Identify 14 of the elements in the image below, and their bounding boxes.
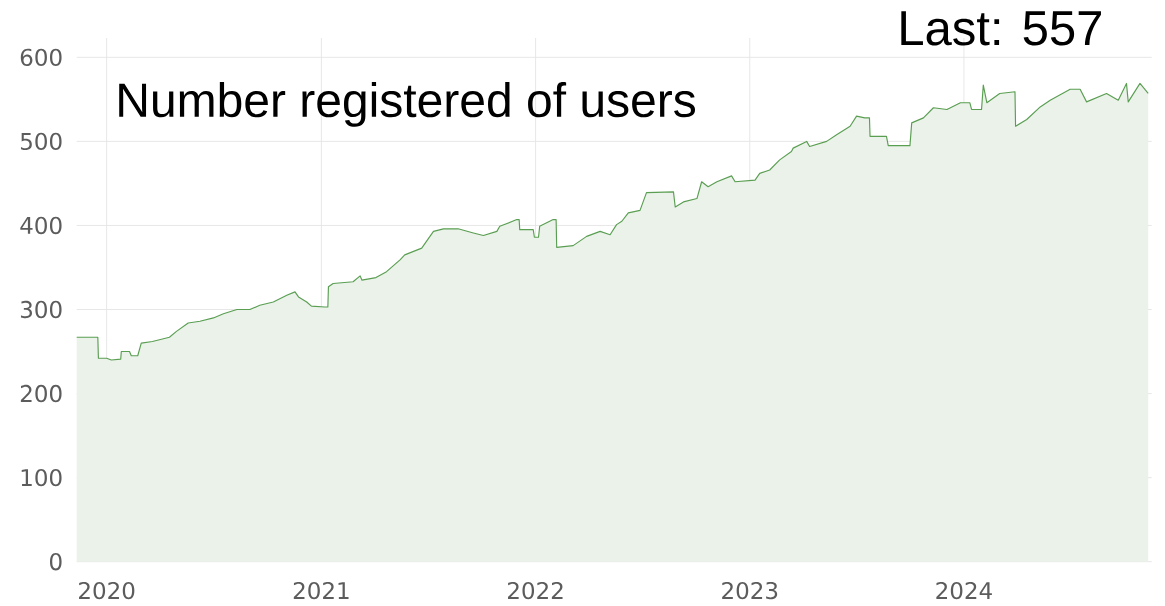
annotation: Last: 557 xyxy=(901,11,1101,46)
y-tick-label: 600 xyxy=(20,48,62,67)
y-tick-label: 100 xyxy=(21,468,62,487)
y-tick-label: 500 xyxy=(20,132,62,151)
x-tick-label: 2021 xyxy=(293,581,349,600)
x-tick-label: 2024 xyxy=(936,581,992,600)
x-tick-label: 2022 xyxy=(507,581,563,600)
y-tick-label: 400 xyxy=(20,216,62,235)
y-tick-label: 300 xyxy=(20,300,62,319)
x-tick-label: 2023 xyxy=(722,581,778,600)
x-tick-label: 2020 xyxy=(79,581,135,600)
y-tick-label: 200 xyxy=(20,384,62,403)
y-tick-label: 0 xyxy=(49,552,62,571)
text: Number registered of users xyxy=(119,82,696,127)
